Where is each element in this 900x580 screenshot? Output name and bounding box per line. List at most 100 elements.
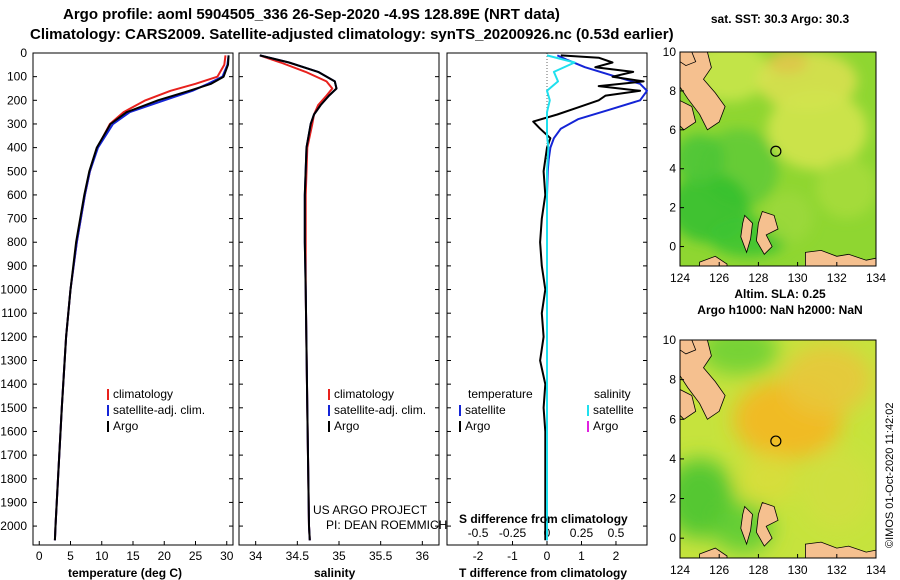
sst-map-title: sat. SST: 30.3 Argo: 30.3 bbox=[710, 12, 850, 26]
x-tick-label: 5 bbox=[67, 549, 74, 563]
land-mass bbox=[755, 210, 779, 255]
depth-tick-label: 1000 bbox=[0, 283, 27, 297]
depth-tick-label: 1300 bbox=[0, 354, 27, 368]
profile-panels: 0100200300400500600700800900100011001200… bbox=[0, 46, 648, 563]
difference-sal-legend-text: satellite bbox=[593, 403, 634, 417]
salinity-legend-text: satellite-adj. clim. bbox=[334, 403, 426, 417]
field-patch bbox=[782, 344, 872, 415]
x-tick-label: 35.5 bbox=[369, 549, 393, 563]
map-lon-label: 130 bbox=[788, 271, 808, 285]
land-mass bbox=[804, 541, 876, 558]
map-lon-label: 128 bbox=[748, 563, 768, 577]
difference-s-title: S difference from climatology bbox=[459, 512, 628, 526]
depth-tick-label: 0 bbox=[20, 46, 27, 60]
depth-tick-label: 1200 bbox=[0, 330, 27, 344]
difference-legend-header: temperature bbox=[468, 387, 533, 401]
plot-frame bbox=[32, 52, 234, 546]
x-tick-label: 0 bbox=[36, 549, 43, 563]
depth-tick-label: 800 bbox=[7, 235, 27, 249]
s-tick-label: -0.25 bbox=[499, 526, 527, 540]
map-lon-label: 124 bbox=[670, 563, 690, 577]
difference-xlabel: T difference from climatology bbox=[459, 566, 628, 580]
field-patch bbox=[801, 448, 872, 529]
map-frame bbox=[679, 51, 877, 267]
x-tick-label: 0 bbox=[544, 549, 551, 563]
map-lat-label: 10 bbox=[663, 45, 677, 59]
difference-sal-legend-text: Argo bbox=[593, 419, 619, 433]
difference-legend-header: salinity bbox=[594, 387, 631, 401]
depth-axis: 0 100 200 300 400 500 600 700 800 900 1000 1100 1200… bbox=[0, 46, 27, 533]
sla-subtitle: Altim. SLA: 0.25 bbox=[734, 287, 826, 301]
map-lat-label: 0 bbox=[669, 531, 676, 545]
map-lat-label: 8 bbox=[669, 373, 676, 387]
map-field bbox=[680, 340, 876, 558]
land-mass bbox=[680, 340, 697, 355]
land-mass bbox=[804, 249, 876, 266]
depth-tick-label: 1400 bbox=[0, 377, 27, 391]
salinity-legend-text: climatology bbox=[334, 387, 394, 401]
depth-tick-label: 1700 bbox=[0, 448, 27, 462]
land-mass bbox=[740, 214, 753, 254]
land-mass bbox=[699, 547, 728, 558]
land-mass bbox=[699, 255, 728, 266]
series-line bbox=[259, 54, 338, 541]
field-patch bbox=[698, 340, 779, 375]
depth-tick-label: 600 bbox=[7, 188, 27, 202]
depth-tick-label: 200 bbox=[7, 93, 27, 107]
map-lon-label: 126 bbox=[709, 271, 729, 285]
field-patch bbox=[680, 134, 725, 184]
land-mass bbox=[680, 340, 726, 420]
map-lat-label: 0 bbox=[669, 240, 676, 254]
temperature-panel: 0 5 10 15 20 25 30 climatology satellite-adj. cl… bbox=[32, 52, 234, 563]
x-tick-label: 35 bbox=[332, 549, 346, 563]
depth-tick-label: 2000 bbox=[0, 519, 27, 533]
map-lon-label: 126 bbox=[709, 563, 729, 577]
x-tick-label: 10 bbox=[95, 549, 109, 563]
s-tick-label: 0.5 bbox=[608, 526, 625, 540]
series-line bbox=[53, 55, 230, 541]
depth-tick-label: 500 bbox=[7, 164, 27, 178]
x-tick-label: 1 bbox=[578, 549, 585, 563]
x-tick-label: 20 bbox=[158, 549, 172, 563]
s-tick-label: -0.5 bbox=[468, 526, 489, 540]
x-tick-label: -2 bbox=[473, 549, 484, 563]
map-lat-label: 2 bbox=[669, 492, 676, 506]
land-mass bbox=[755, 501, 779, 547]
temperature-legend-text: Argo bbox=[113, 419, 139, 433]
map-lat-label: 4 bbox=[669, 452, 676, 466]
x-tick-label: 36 bbox=[416, 549, 430, 563]
map-lat-label: 6 bbox=[669, 123, 676, 137]
x-tick-label: -1 bbox=[507, 549, 518, 563]
map-lon-label: 124 bbox=[670, 271, 690, 285]
map-field-blur bbox=[680, 340, 872, 554]
argo-location-marker bbox=[770, 435, 782, 447]
temperature-xlabel: temperature (deg C) bbox=[68, 566, 183, 580]
field-patch bbox=[767, 89, 868, 170]
map-lon-label: 130 bbox=[788, 563, 808, 577]
depth-tick-label: 1800 bbox=[0, 472, 27, 486]
depth-map: 124 126 128 130 132 134 10 8 6 4 2 0 bbox=[663, 333, 887, 577]
depth-tick-label: 900 bbox=[7, 259, 27, 273]
depth-map-title: Argo h1000: NaN h2000: NaN bbox=[697, 303, 863, 317]
difference-temp-legend-text: Argo bbox=[465, 419, 491, 433]
depth-tick-label: 300 bbox=[7, 117, 27, 131]
land-mass bbox=[680, 52, 697, 67]
map-lat-label: 4 bbox=[669, 162, 676, 176]
x-tick-label: 30 bbox=[220, 549, 234, 563]
map-panels: 124 126 128 130 132 134 10 8 6 4 2 0 124 126 128 130 13… bbox=[663, 45, 887, 577]
salinity-legend-text: Argo bbox=[334, 419, 360, 433]
x-tick-label: 25 bbox=[189, 549, 203, 563]
depth-tick-label: 1100 bbox=[1, 306, 27, 320]
x-tick-label: 34 bbox=[249, 549, 263, 563]
depth-tick-label: 1500 bbox=[0, 401, 27, 415]
salinity-xlabel: salinity bbox=[314, 566, 356, 580]
depth-tick-label: 1600 bbox=[0, 424, 27, 438]
map-lat-label: 6 bbox=[669, 412, 676, 426]
series-line bbox=[546, 54, 576, 541]
plot-frame bbox=[238, 52, 440, 546]
sst-map: 124 126 128 130 132 134 10 8 6 4 2 0 bbox=[663, 45, 887, 285]
map-lat-label: 8 bbox=[669, 84, 676, 98]
land-mass bbox=[680, 100, 697, 131]
x-tick-label: 34.5 bbox=[286, 549, 310, 563]
